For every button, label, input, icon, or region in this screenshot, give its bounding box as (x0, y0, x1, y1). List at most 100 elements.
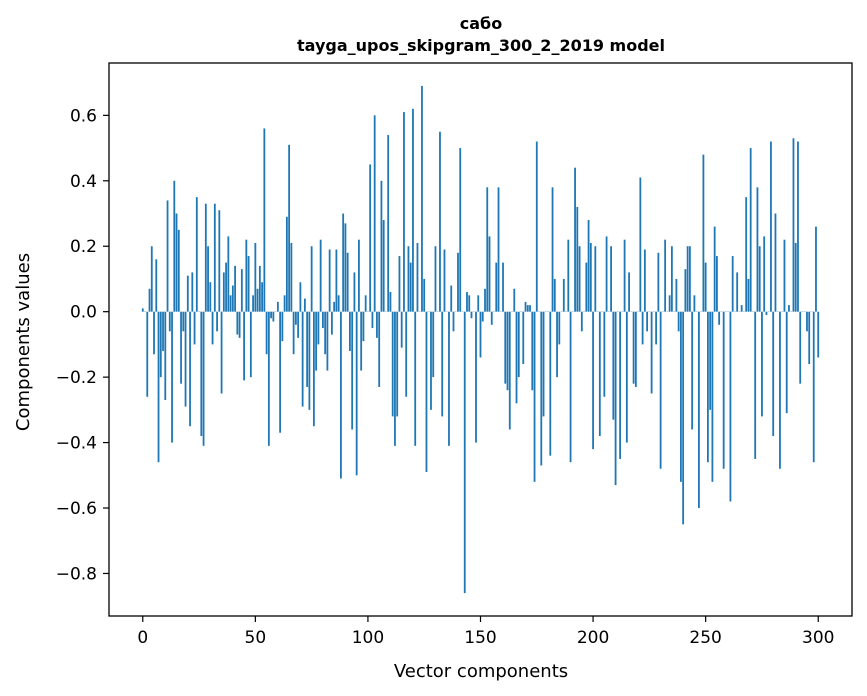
bar (261, 282, 264, 312)
bar (211, 311, 214, 345)
bar (441, 311, 444, 417)
bar (664, 239, 667, 312)
bar (387, 134, 390, 312)
bar (439, 131, 441, 312)
bar (333, 301, 336, 312)
bar (279, 311, 282, 433)
bar (686, 246, 689, 312)
bar (182, 311, 185, 332)
bar (358, 239, 360, 312)
bar (389, 292, 392, 312)
bar (770, 141, 772, 312)
bar (396, 311, 399, 417)
bar (763, 236, 766, 312)
bar (294, 311, 297, 325)
chart-subtitle: tayga_upos_skipgram_300_2_2019 model (297, 36, 665, 55)
bar (639, 177, 642, 312)
bar (148, 288, 151, 312)
bar (567, 239, 570, 312)
x-tick-label: 250 (689, 628, 721, 648)
bar (526, 305, 529, 312)
y-tick-label: 0.2 (70, 237, 97, 257)
bar (486, 187, 489, 312)
bar (252, 295, 254, 312)
bar (643, 249, 646, 312)
bar (443, 249, 446, 312)
x-tick-label: 100 (352, 628, 384, 648)
bar (785, 311, 788, 414)
bar (713, 226, 716, 312)
bar (398, 256, 401, 312)
bar (484, 288, 486, 312)
bar (479, 311, 482, 358)
bar (231, 285, 234, 312)
bar (722, 311, 725, 469)
bar (704, 262, 707, 312)
bar (569, 311, 572, 463)
bar (634, 311, 637, 387)
bar (466, 292, 468, 312)
bar (481, 311, 484, 322)
bar (736, 272, 739, 312)
bar (346, 252, 349, 312)
y-tick-label: −0.6 (56, 499, 97, 519)
bar (799, 311, 802, 384)
bar (459, 148, 462, 312)
bar (450, 285, 453, 312)
y-tick-label: 0.4 (70, 172, 97, 192)
bar (310, 246, 313, 312)
bar (549, 311, 552, 456)
bar (754, 311, 757, 459)
bar (677, 311, 680, 332)
bar (308, 311, 311, 410)
bar (162, 311, 164, 351)
bar (806, 311, 808, 332)
bar (256, 288, 259, 312)
bar (603, 311, 606, 397)
bar (254, 242, 257, 312)
bar (340, 311, 342, 479)
bar (285, 216, 288, 312)
bar (193, 311, 196, 345)
bar (243, 311, 245, 381)
bar (317, 311, 320, 345)
bar (218, 210, 221, 312)
bar (623, 239, 626, 312)
bar (159, 311, 162, 378)
bar (189, 311, 191, 427)
bar (382, 220, 385, 312)
bar (625, 311, 628, 443)
bar (202, 311, 205, 446)
bar (371, 311, 374, 329)
bar (502, 262, 504, 312)
bar (173, 180, 176, 312)
bar (175, 213, 178, 312)
bar (409, 262, 412, 312)
bar (797, 141, 799, 312)
bar (794, 242, 797, 312)
bar (412, 108, 414, 312)
bar (488, 236, 491, 312)
bar (749, 148, 752, 312)
bar (475, 311, 477, 443)
bar (598, 311, 601, 437)
bar (414, 311, 417, 446)
bar (200, 311, 203, 437)
bar (551, 187, 554, 312)
bar (448, 311, 450, 446)
x-tick-label: 300 (802, 628, 834, 648)
bar (612, 311, 615, 420)
bar (245, 239, 248, 312)
bar (423, 278, 426, 312)
bar (533, 311, 536, 482)
bar (229, 295, 232, 312)
bar (529, 305, 531, 312)
bar (619, 311, 621, 459)
bar (513, 288, 516, 312)
bar (380, 180, 383, 312)
bar (222, 272, 225, 312)
bar (580, 311, 583, 332)
bar (774, 213, 777, 312)
bar (783, 239, 786, 312)
bar-series (141, 85, 820, 594)
